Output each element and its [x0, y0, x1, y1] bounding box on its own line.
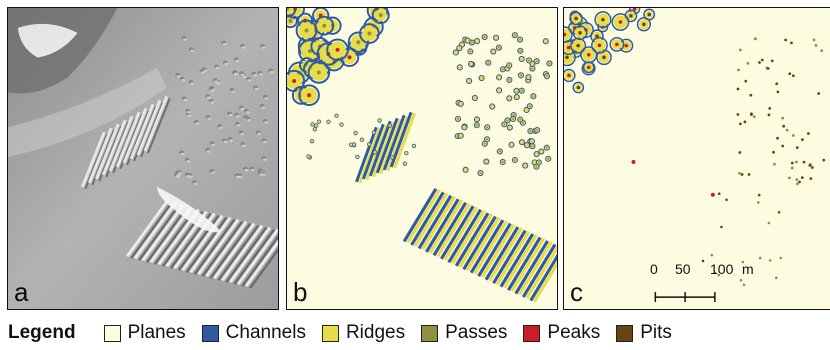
panel-letter-c: c: [570, 277, 583, 307]
swatch-peaks: [523, 324, 541, 342]
scale-tick-50: 50: [675, 261, 691, 277]
legend-label-ridges: Ridges: [345, 322, 406, 343]
scale-unit: m: [742, 261, 754, 277]
swatch-planes: [103, 324, 121, 342]
scale-bar: 0 50 100 m: [650, 261, 770, 301]
panel-a-hillshade: a: [7, 7, 279, 310]
hillshade-image: [8, 8, 278, 309]
swatch-channels: [201, 324, 219, 342]
classification-map-full: [287, 8, 557, 309]
legend-label-channels: Channels: [225, 322, 306, 343]
legend-title: Legend: [8, 322, 76, 343]
legend-label-planes: Planes: [127, 322, 186, 343]
legend-item-pits: Pits: [616, 322, 672, 344]
legend-label-pits: Pits: [640, 322, 672, 343]
legend-item-passes: Passes: [421, 322, 507, 344]
classification-map-filtered: [564, 8, 830, 309]
panel-letter-b: b: [293, 277, 308, 307]
scale-tick-100: 100: [710, 261, 734, 277]
swatch-pits: [616, 324, 634, 342]
legend-label-peaks: Peaks: [547, 322, 601, 343]
swatch-ridges: [321, 324, 339, 342]
swatch-passes: [421, 324, 439, 342]
legend-item-channels: Channels: [201, 322, 306, 344]
legend-item-planes: Planes: [103, 322, 186, 344]
panel-b-classification: b: [286, 7, 558, 310]
panel-letter-a: a: [14, 277, 29, 307]
legend-item-ridges: Ridges: [321, 322, 406, 344]
legend: Legend Planes Channels Ridges Passes Pea…: [0, 316, 830, 350]
scale-tick-0: 0: [650, 261, 658, 277]
legend-label-passes: Passes: [445, 322, 508, 343]
panel-c-classification: c 0 50 100 m: [563, 7, 830, 310]
legend-item-peaks: Peaks: [523, 322, 600, 344]
